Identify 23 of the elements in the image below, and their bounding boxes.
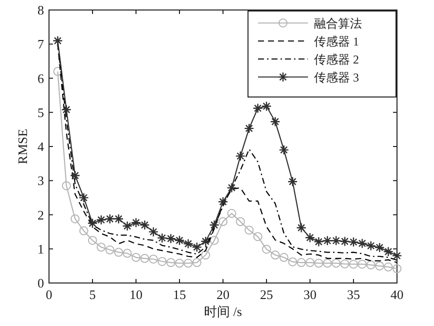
legend-label: 传感器 1 [314,34,359,48]
x-tick-label: 35 [347,287,360,302]
y-tick-label: 7 [38,36,44,52]
y-tick-label: 8 [38,2,44,18]
y-tick-label: 4 [38,139,44,154]
x-tick-label: 5 [89,287,96,302]
legend-label: 传感器 3 [314,70,359,84]
legend-label: 传感器 2 [314,52,359,66]
y-tick-label: 3 [38,173,44,188]
x-tick-label: 25 [260,287,273,302]
y-tick-label: 5 [38,104,44,120]
y-tick-label: 0 [38,276,44,290]
x-tick-label: 10 [130,287,142,302]
x-axis-title: 时间 /s [204,304,242,319]
x-tick-label: 30 [304,287,316,302]
x-tick-label: 15 [173,287,186,302]
x-tick-label: 20 [216,287,230,302]
y-tick-label: 1 [38,241,44,256]
x-tick-label: 40 [390,287,404,302]
y-tick-label: 2 [38,207,44,222]
y-axis-title: RMSE [15,128,30,164]
y-tick-label: 6 [38,70,44,86]
legend-label: 融合算法 [314,16,362,30]
